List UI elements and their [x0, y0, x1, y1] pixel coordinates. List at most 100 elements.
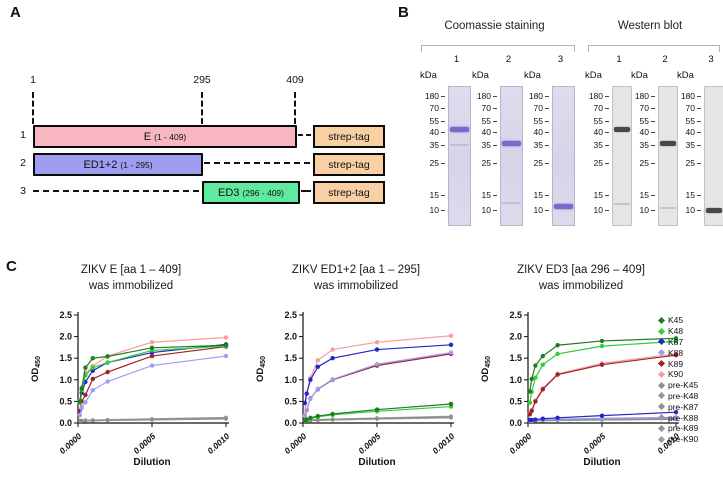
marker-weight-label: 35 — [639, 140, 649, 151]
data-point-K89 — [529, 408, 534, 414]
coomassie-title: Coomassie staining — [444, 20, 545, 32]
data-point-K88 — [79, 405, 84, 411]
chart-title: ZIKV ED3 [aa 296 – 409] was immobilized — [472, 263, 690, 294]
marker-weight-label: 55 — [593, 115, 603, 126]
kda-unit-label: kDa — [420, 70, 437, 81]
marker-tick — [441, 95, 445, 97]
marker-weight-label: 70 — [685, 103, 695, 114]
protein-band — [502, 140, 521, 146]
series-line-K48 — [529, 340, 677, 403]
gel-lane-western-2 — [658, 86, 678, 226]
marker-tick — [441, 195, 445, 197]
marker-ladder: 180 70 55 40 35 25 15 10 — [420, 86, 446, 224]
coomassie-bracket — [421, 45, 575, 52]
marker-tick — [605, 108, 609, 110]
legend-item-K88: K88 — [657, 347, 698, 358]
data-point-K87 — [540, 416, 545, 421]
marker-tick — [545, 108, 549, 110]
marker-weight-label: 55 — [481, 115, 491, 126]
data-point-K89 — [149, 353, 155, 359]
marker-tick — [493, 145, 497, 147]
protein-band — [660, 140, 676, 146]
chart-title-line2: was immobilized — [313, 279, 399, 292]
data-point-K87 — [448, 342, 454, 348]
data-point-K45 — [374, 407, 380, 412]
data-point-pre-K45 — [449, 415, 453, 419]
marker-tick — [697, 163, 701, 165]
marker-weight-label: 10 — [593, 205, 603, 216]
marker-tick — [493, 120, 497, 122]
marker-weight-label: 70 — [639, 103, 649, 114]
marker-weight-label: 55 — [533, 115, 543, 126]
legend-marker-icon — [657, 435, 666, 443]
marker-weight-label: 25 — [481, 158, 491, 169]
data-point-pre-K45 — [91, 418, 95, 423]
elisa-chart-ED3: ZIKV ED3 [aa 296 – 409] was immobilized … — [472, 263, 690, 487]
y-tick-label: 2.5 — [284, 310, 297, 320]
marker-tick — [493, 163, 497, 165]
marker-tick — [651, 145, 655, 147]
marker-weight-label: 35 — [429, 140, 439, 151]
marker-tick — [545, 120, 549, 122]
data-point-K88 — [105, 379, 110, 384]
legend-marker-icon — [657, 349, 666, 357]
marker-weight-label: 40 — [429, 126, 439, 137]
elisa-chart-E: ZIKV E [aa 1 – 409] was immobilized 0.0 0… — [22, 263, 240, 487]
chart-title-line2: was immobilized — [538, 279, 624, 292]
data-point-K45 — [448, 401, 454, 407]
y-tick-label: 0.5 — [59, 396, 72, 406]
legend-marker-icon — [657, 403, 666, 411]
data-point-K89 — [540, 387, 545, 392]
marker-tick — [545, 95, 549, 97]
marker-ladder: 180 70 55 40 35 25 15 10 — [585, 86, 610, 224]
data-point-K90 — [448, 333, 454, 338]
legend-label: pre-K89 — [668, 423, 699, 434]
data-point-K87 — [533, 417, 538, 422]
legend-item-pre-K90: pre-K90 — [657, 434, 698, 445]
marker-tick — [651, 163, 655, 165]
marker-tick — [651, 108, 655, 110]
marker-tick — [697, 108, 701, 110]
data-point-K89 — [527, 412, 533, 417]
y-tick-label: 1.5 — [59, 353, 72, 363]
data-point-K45 — [529, 376, 534, 382]
kda-unit-label: kDa — [524, 70, 541, 81]
legend-label: K88 — [668, 347, 684, 358]
marker-tick — [605, 210, 609, 212]
data-point-pre-K45 — [224, 417, 228, 421]
marker-weight-label: 40 — [533, 126, 543, 137]
panel-b-label: B — [398, 4, 409, 21]
marker-tick — [697, 145, 701, 147]
marker-weight-label: 25 — [685, 158, 695, 169]
marker-tick — [545, 131, 549, 133]
data-point-K48 — [90, 365, 96, 370]
marker-tick — [697, 95, 701, 97]
legend-item-K89: K89 — [657, 358, 698, 369]
data-point-K90 — [315, 358, 320, 363]
data-point-K87 — [374, 347, 380, 352]
marker-tick — [697, 210, 701, 212]
marker-weight-label: 70 — [429, 103, 439, 114]
elisa-chart-svg-2: 0.0 0.5 1.0 1.5 2.0 2.5 0.0000 0.0005 0.0010 Dilu… — [255, 310, 457, 468]
legend-label: K45 — [668, 315, 684, 326]
linker-dash — [301, 190, 311, 192]
marker-weight-label: 25 — [593, 158, 603, 169]
kda-unit-label: kDa — [472, 70, 489, 81]
ruler-tick — [32, 92, 34, 124]
data-point-K48 — [540, 362, 545, 367]
chart-legend: K45 K48 K87 K88 K89 K90 pre-K45 pre-K48 pre-K87 p… — [657, 315, 699, 445]
marker-tick — [545, 195, 549, 197]
marker-tick — [441, 163, 445, 165]
data-point-K87 — [673, 410, 679, 415]
data-point-K88 — [315, 386, 320, 392]
ruler-mark-1: 1 — [30, 74, 36, 86]
protein-band — [660, 207, 676, 210]
y-tick-label: 1.0 — [284, 375, 297, 385]
data-point-pre-K45 — [316, 418, 320, 422]
data-point-K88 — [77, 413, 83, 418]
domain-box-ED3: ED3 (296 - 409) — [202, 181, 300, 204]
y-tick-label: 1.0 — [509, 375, 522, 385]
marker-ladder: 180 70 55 40 35 25 15 10 — [677, 86, 702, 224]
domain-box-E: E (1 - 409) — [33, 125, 297, 148]
data-point-K45 — [673, 336, 679, 341]
